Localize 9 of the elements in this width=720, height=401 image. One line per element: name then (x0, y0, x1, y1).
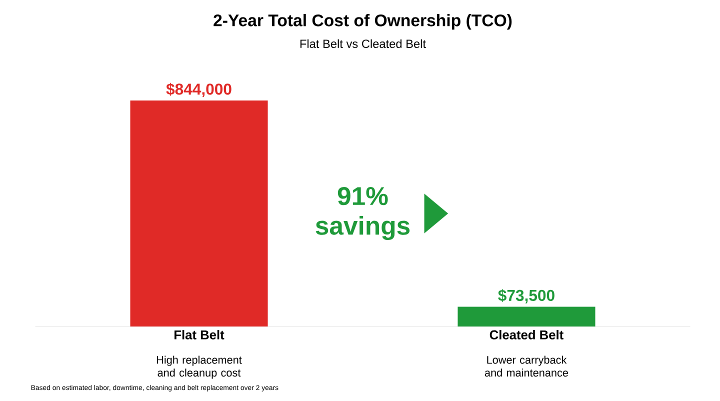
annotation: 91% savings (316, 187, 410, 240)
chart-subtitle: Flat Belt vs Cleated Belt (300, 39, 426, 48)
text: High replacement and cleanup cost (156, 356, 242, 379)
x-tick-label: Cleated Belt (490, 330, 564, 340)
chart-title: 2-Year Total Cost of Ownership (TCO) (214, 14, 512, 30)
x-tick-label: Flat Belt (174, 330, 224, 340)
text: Lower carryback and maintenance (484, 356, 568, 377)
data-label: $844,000 (166, 82, 232, 98)
data-label: $73,500 (498, 289, 554, 304)
